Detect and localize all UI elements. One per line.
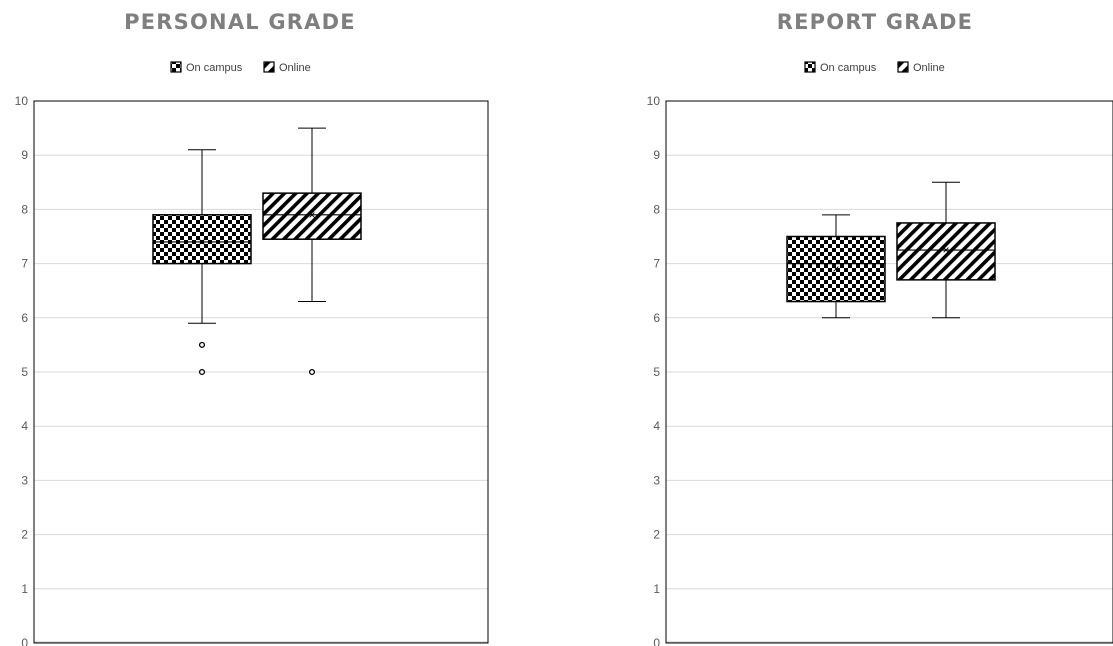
mean-marker: × <box>832 262 839 276</box>
plot-area: 0 1 2 3 4 5 6 7 8 9 10 × × <box>15 94 489 646</box>
y-tick-label: 2 <box>21 528 28 542</box>
legend: On campus Online <box>170 61 311 74</box>
plot-border <box>665 100 1113 644</box>
outlier-point <box>308 368 316 376</box>
report-grade-chart: REPORT GRADE On campus Online 0 1 2 3 4 5 6 7 8 9… <box>647 10 1113 646</box>
y-tick-label: 3 <box>653 473 660 487</box>
box-body <box>786 235 886 303</box>
legend-swatch-online <box>263 61 275 73</box>
box-on-campus: × <box>152 149 252 376</box>
legend: On campus Online <box>804 61 945 74</box>
y-tick-label: 0 <box>653 636 660 646</box>
legend-label-on-campus: On campus <box>820 62 877 74</box>
legend-swatch-online <box>897 61 909 73</box>
y-tick-label: 6 <box>653 311 660 325</box>
y-tick-label: 10 <box>647 94 661 108</box>
personal-grade-chart: PERSONAL GRADE On campus Online 0 1 2 3 4 5 6 7… <box>15 10 489 646</box>
box-body <box>896 222 996 281</box>
plot-border <box>33 100 489 644</box>
y-tick-label: 5 <box>21 365 28 379</box>
box-online: × <box>896 181 996 319</box>
box-on-campus: × <box>786 214 886 319</box>
y-tick-label: 4 <box>653 419 660 433</box>
y-tick-label: 1 <box>21 582 28 596</box>
mean-marker: × <box>198 235 205 249</box>
legend-label-on-campus: On campus <box>186 62 243 74</box>
y-tick-label: 5 <box>653 365 660 379</box>
y-tick-label: 6 <box>21 311 28 325</box>
outlier-point <box>198 341 206 348</box>
y-tick-label: 2 <box>653 528 660 542</box>
box-body <box>262 192 362 240</box>
y-tick-label: 0 <box>21 636 28 646</box>
y-tick-label: 4 <box>21 419 28 433</box>
box-body <box>152 214 252 265</box>
mean-marker: × <box>308 208 315 222</box>
y-tick-label: 1 <box>653 582 660 596</box>
chart-title: REPORT GRADE <box>777 10 973 34</box>
mean-marker: × <box>942 243 949 257</box>
box-online: × <box>262 127 362 376</box>
y-tick-label: 8 <box>653 202 660 216</box>
y-tick-label: 3 <box>21 473 28 487</box>
chart-title: PERSONAL GRADE <box>124 10 356 34</box>
plot-area: 0 1 2 3 4 5 6 7 8 9 10 × × <box>647 94 1113 646</box>
y-tick-label: 10 <box>15 94 29 108</box>
legend-label-online: Online <box>279 62 311 74</box>
y-tick-label: 8 <box>21 202 28 216</box>
y-tick-label: 7 <box>653 257 660 271</box>
y-tick-label: 9 <box>653 148 660 162</box>
y-tick-label: 7 <box>21 257 28 271</box>
outlier-point <box>198 368 206 376</box>
y-tick-label: 9 <box>21 148 28 162</box>
legend-swatch-on-campus <box>804 61 816 73</box>
legend-label-online: Online <box>913 62 945 74</box>
legend-swatch-on-campus <box>170 61 182 73</box>
